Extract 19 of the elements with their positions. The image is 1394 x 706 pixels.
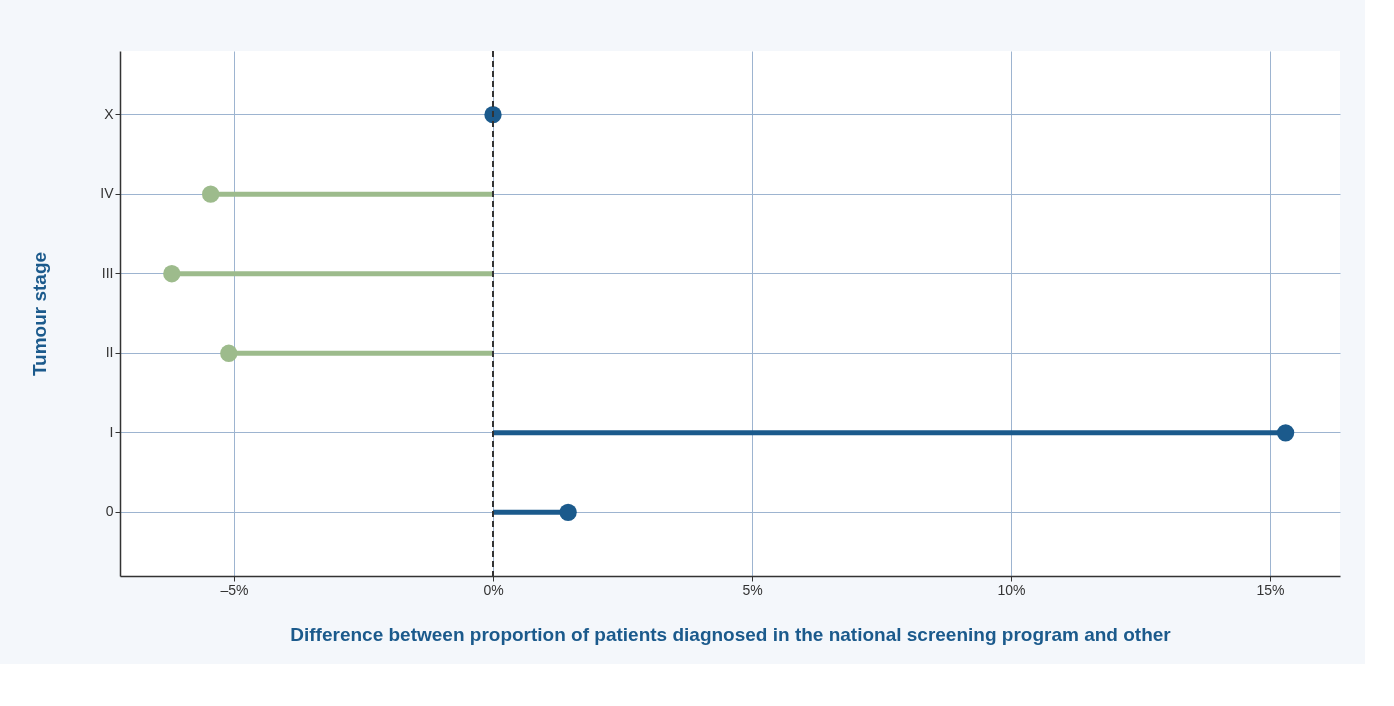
x-axis-title: Difference between proportion of patients diagnosed in the national screening program and other bbox=[290, 623, 1172, 645]
y-tick-label: 0 bbox=[105, 503, 114, 520]
y-tick-label: II bbox=[105, 344, 114, 361]
y-tick-label: I bbox=[109, 423, 114, 440]
point bbox=[163, 265, 181, 283]
y-tick-label: IV bbox=[100, 185, 115, 202]
y-tick-label: X bbox=[104, 105, 115, 122]
x-tick-label: 0% bbox=[483, 581, 504, 598]
x-tick-label: 5% bbox=[742, 581, 763, 598]
point bbox=[559, 503, 577, 522]
point bbox=[202, 185, 220, 203]
x-tick-label: –5% bbox=[220, 581, 249, 598]
point bbox=[220, 344, 238, 362]
x-tick-label: 15% bbox=[1256, 581, 1285, 598]
point bbox=[1276, 424, 1295, 442]
point bbox=[484, 105, 502, 124]
x-tick-label: 10% bbox=[997, 581, 1026, 598]
y-tick-label: III bbox=[101, 264, 114, 281]
y-axis-title: Tumour stage bbox=[29, 251, 51, 377]
